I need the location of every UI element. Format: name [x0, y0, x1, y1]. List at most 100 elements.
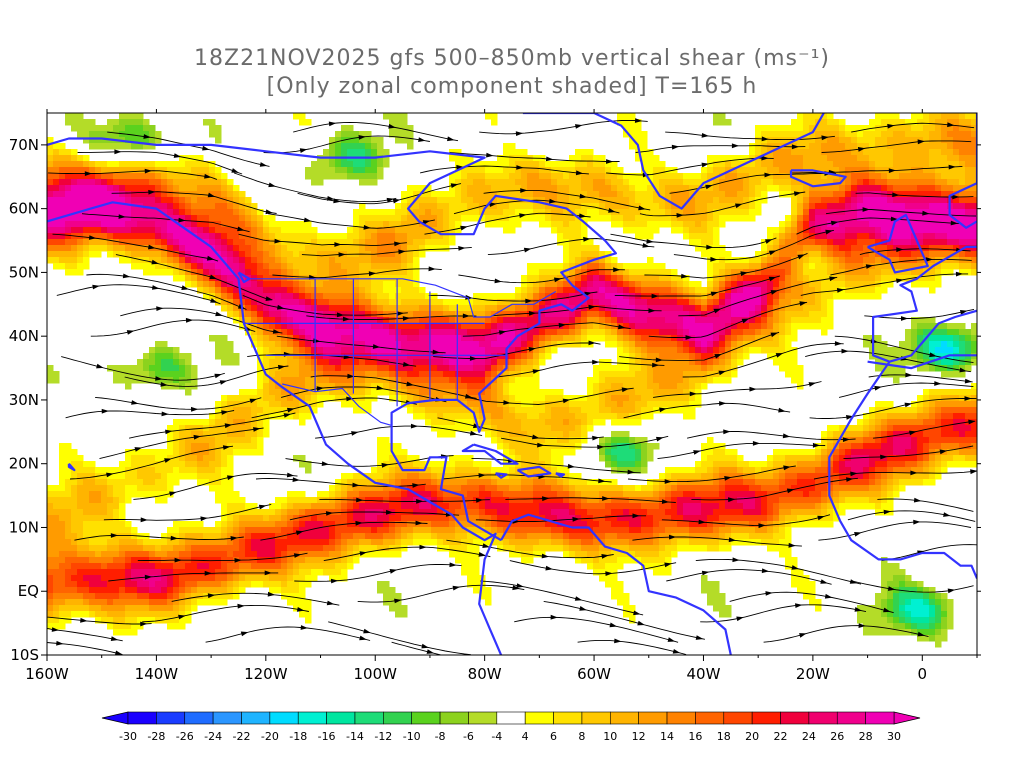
streamline: [467, 387, 634, 405]
streamline-arrow: [834, 341, 843, 346]
streamline-arrow: [637, 620, 645, 626]
streamline: [315, 425, 483, 439]
streamline: [653, 381, 822, 398]
streamline: [267, 213, 435, 229]
streamline-arrow: [768, 250, 777, 256]
lon-tick-label: 40W: [687, 665, 721, 683]
streamline-arrow: [950, 220, 958, 226]
streamline-arrow: [939, 449, 948, 455]
streamline-arrow: [415, 520, 423, 526]
streamline-arrow: [330, 578, 339, 584]
streamline-arrow: [458, 246, 466, 251]
political-border: [282, 383, 392, 426]
coastline: [494, 472, 508, 479]
streamline-arrow: [272, 329, 281, 334]
streamline-arrow: [550, 614, 558, 620]
streamline-arrow: [394, 241, 402, 247]
streamline-arrow: [567, 463, 576, 469]
streamline-arrow: [303, 217, 312, 223]
streamline-arrow: [394, 598, 402, 604]
streamline-arrow: [910, 470, 918, 476]
streamline-arrow: [465, 393, 473, 399]
streamline: [632, 536, 802, 547]
streamline-arrow: [849, 579, 858, 584]
lon-tick-label: 120W: [244, 665, 288, 683]
streamline-arrow: [114, 149, 122, 155]
streamline-arrow: [817, 515, 825, 521]
streamline-arrow: [676, 213, 684, 218]
streamline-arrow: [469, 356, 478, 361]
streamline-arrow: [259, 162, 268, 167]
streamline-arrow: [101, 408, 109, 414]
streamline: [847, 510, 976, 522]
streamline-arrow: [532, 369, 541, 374]
streamline-arrow: [419, 544, 427, 550]
streamline-arrow: [165, 429, 173, 435]
streamline-arrow: [265, 296, 273, 301]
coastline: [500, 513, 732, 655]
streamline: [90, 319, 256, 337]
streamline-arrow: [606, 159, 614, 164]
colorbar-swatch: [241, 711, 271, 725]
streamline: [433, 342, 601, 360]
streamline-arrow: [693, 450, 701, 455]
streamline-arrow: [355, 520, 363, 526]
streamline-arrow: [342, 316, 351, 322]
streamline: [514, 616, 679, 643]
streamline: [480, 580, 644, 616]
coastline: [828, 361, 977, 579]
streamline-arrow: [327, 196, 335, 201]
colorbar-label: 30: [887, 730, 901, 743]
colorbar-label: 22: [774, 730, 788, 743]
streamline-arrow: [917, 631, 925, 637]
streamline-arrow: [701, 162, 709, 168]
streamline: [306, 315, 477, 320]
streamline-arrow: [572, 516, 580, 522]
streamline-arrow: [758, 523, 766, 529]
streamline: [577, 639, 687, 655]
streamline-arrow: [632, 513, 640, 519]
streamline-arrow: [793, 191, 802, 197]
streamline: [666, 569, 832, 585]
streamline-arrow: [574, 596, 583, 601]
streamline-arrow: [783, 465, 791, 471]
streamline: [77, 151, 243, 175]
streamline-arrow: [528, 347, 537, 352]
colorbar-label: -16: [318, 730, 336, 743]
coastline: [555, 472, 566, 478]
streamline: [483, 189, 651, 211]
colorbar-label: -26: [176, 730, 194, 743]
colorbar-swatch: [666, 711, 696, 725]
colorbar-swatch: [468, 711, 498, 725]
streamline-arrow: [516, 583, 524, 588]
streamline: [449, 152, 620, 163]
streamline-arrow: [321, 461, 330, 466]
streamline-arrow: [896, 247, 904, 253]
streamline: [492, 305, 662, 317]
streamline-arrow: [363, 628, 371, 634]
streamline: [881, 544, 977, 562]
lat-tick-label: 10N: [9, 518, 39, 536]
streamline-arrow: [295, 530, 304, 536]
streamline-arrow: [520, 188, 528, 193]
colorbar-label: 4: [522, 730, 529, 743]
streamline-arrow: [909, 430, 917, 436]
streamline-arrow: [428, 266, 436, 272]
streamline-arrow: [865, 264, 874, 269]
streamline-arrow: [829, 276, 837, 282]
streamline: [233, 172, 397, 203]
streamline-arrow: [410, 423, 419, 429]
streamline-arrow: [200, 516, 208, 522]
political-border: [249, 278, 557, 318]
streamline-arrow: [651, 293, 659, 299]
lat-tick-label: 20N: [9, 455, 39, 473]
streamline-arrow: [174, 557, 182, 563]
streamline-arrow: [913, 519, 921, 525]
streamline: [242, 294, 408, 316]
streamline-arrow: [934, 381, 942, 386]
streamline-arrow: [376, 385, 384, 391]
streamline-arrow: [896, 278, 904, 284]
streamline-arrow: [718, 370, 726, 376]
streamline-arrow: [714, 354, 722, 359]
